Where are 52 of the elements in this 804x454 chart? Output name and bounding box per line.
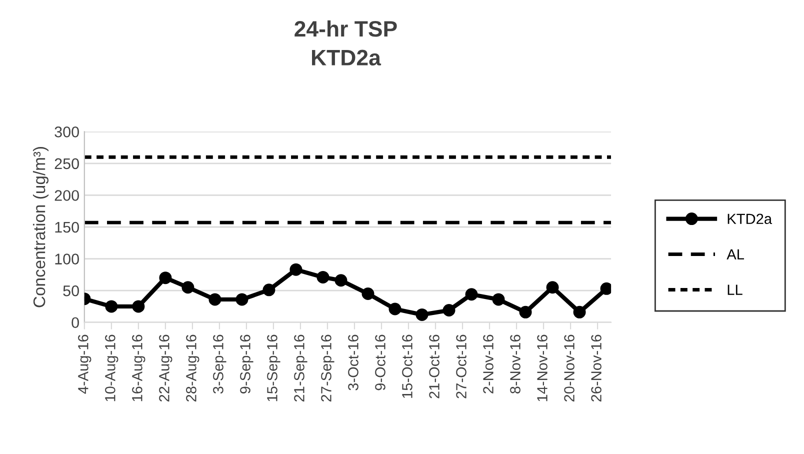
x-tick-label: 3-Sep-16 bbox=[213, 334, 226, 394]
point bbox=[416, 308, 428, 321]
point bbox=[316, 270, 330, 284]
x-tick-label: 9-Sep-16 bbox=[240, 334, 254, 394]
point bbox=[208, 293, 222, 306]
x-tick-label: 27-Sep-16 bbox=[321, 334, 334, 402]
x-tick-label: 27-Oct-16 bbox=[456, 334, 466, 398]
x-tick-label: 3-Oct-16 bbox=[348, 334, 358, 390]
point bbox=[362, 287, 374, 300]
point bbox=[132, 300, 145, 313]
x-tick-label: 15-Oct-16 bbox=[402, 334, 412, 398]
point bbox=[388, 302, 402, 316]
point bbox=[492, 293, 505, 306]
x-tick-label: 28-Aug-16 bbox=[186, 334, 200, 402]
y-tick-label: 50 bbox=[63, 285, 79, 296]
x-tick-label: 20-Nov-16 bbox=[564, 334, 574, 402]
x-tick-label: 16-Aug-16 bbox=[132, 334, 146, 402]
point bbox=[465, 288, 478, 301]
y-tick-label: 100 bbox=[55, 254, 79, 264]
x-tick-label: 4-Aug-16 bbox=[78, 334, 92, 394]
x-tick-label: 26-Nov-16 bbox=[591, 334, 602, 402]
point bbox=[334, 274, 348, 287]
x-tick-label: 8-Nov-16 bbox=[510, 334, 520, 394]
x-tick-label: 14-Nov-16 bbox=[537, 334, 548, 402]
point bbox=[519, 306, 532, 318]
x-tick-label: 2-Nov-16 bbox=[483, 334, 494, 394]
chart-title: 24-hr TSP KTD2a bbox=[294, 20, 397, 66]
y-axis-title: Concentration (ug/m³) bbox=[32, 146, 49, 308]
x-tick-label: 9-Oct-16 bbox=[375, 334, 386, 390]
point bbox=[573, 306, 586, 318]
y-tick-label: 200 bbox=[54, 190, 79, 201]
x-tick-label: 21-Sep-16 bbox=[294, 334, 308, 402]
x-tick-label: 10-Aug-16 bbox=[105, 334, 118, 402]
y-tick-label: 250 bbox=[54, 158, 79, 170]
y-tick-label: 300 bbox=[54, 126, 79, 138]
x-tick-label: 21-Oct-16 bbox=[429, 334, 440, 398]
point bbox=[182, 281, 194, 294]
point bbox=[442, 304, 456, 317]
point bbox=[236, 293, 248, 306]
legend-label: KTD2a bbox=[728, 214, 772, 224]
legend-label: LL bbox=[728, 284, 742, 295]
point bbox=[262, 284, 276, 296]
point bbox=[105, 300, 118, 313]
point bbox=[159, 272, 172, 284]
y-tick-label: 150 bbox=[55, 222, 79, 233]
point bbox=[290, 263, 302, 276]
x-tick-label: 15-Sep-16 bbox=[267, 334, 280, 402]
point bbox=[546, 281, 559, 294]
legend-label: AL bbox=[726, 249, 744, 260]
y-tick-label: 0 bbox=[72, 317, 79, 328]
point bbox=[600, 282, 612, 295]
x-tick-label: 22-Aug-16 bbox=[159, 334, 172, 402]
